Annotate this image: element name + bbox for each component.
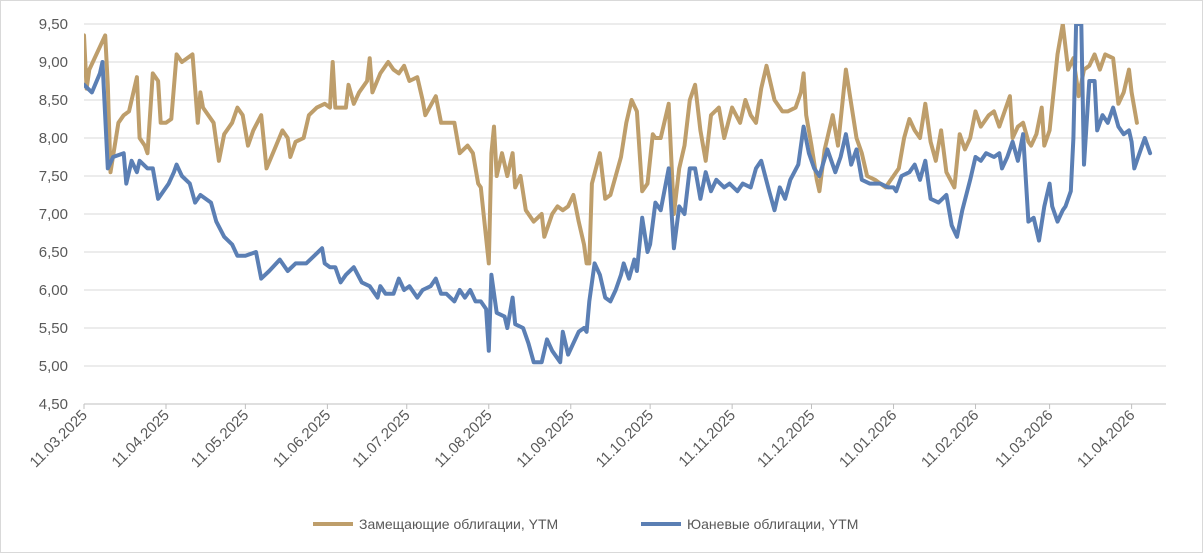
gridlines bbox=[84, 23, 1166, 405]
x-tick-label: 11.01.2026 bbox=[836, 407, 900, 471]
y-tick-label: 4,50 bbox=[39, 396, 68, 413]
y-axis: 4,50 5,00 5,50 6,00 6,50 7,00 7,50 8,00 8,50 9,00… bbox=[39, 16, 68, 413]
x-tick-label: 11.08.2025 bbox=[431, 407, 495, 471]
x-tick-label: 11.12.2025 bbox=[754, 407, 818, 471]
x-tick-label: 11.06.2025 bbox=[270, 407, 334, 471]
x-tick-label: 11.11.2025 bbox=[675, 407, 739, 471]
x-axis: 11.03.2025 11.04.2025 11.05.2025 11.06.2025… bbox=[27, 403, 1166, 471]
y-tick-label: 7,00 bbox=[39, 206, 68, 223]
x-tick-label: 11.07.2025 bbox=[349, 407, 413, 471]
series-line-yuan-bonds bbox=[84, 24, 1153, 365]
legend-label-replacement-bonds: Замещающие облигации, YTM bbox=[359, 516, 558, 532]
y-tick-label: 7,50 bbox=[39, 168, 68, 185]
y-tick-label: 8,00 bbox=[39, 130, 68, 147]
y-tick-label: 5,50 bbox=[39, 320, 68, 337]
x-tick-label: 11.03.2026 bbox=[992, 407, 1056, 471]
y-tick-label: 6,00 bbox=[39, 282, 68, 299]
x-tick-label: 11.10.2025 bbox=[593, 407, 657, 471]
legend-label-yuan-bonds: Юаневые облигации, YTM bbox=[687, 516, 858, 532]
y-tick-label: 6,50 bbox=[39, 244, 68, 261]
y-tick-label: 8,50 bbox=[39, 92, 68, 109]
series-lines bbox=[84, 24, 1153, 365]
x-tick-label: 11.04.2025 bbox=[109, 407, 173, 471]
y-tick-label: 9,50 bbox=[39, 16, 68, 33]
x-tick-label: 11.02.2026 bbox=[918, 407, 982, 471]
y-tick-label: 9,00 bbox=[39, 54, 68, 71]
legend: Замещающие облигации, YTM Юаневые облига… bbox=[313, 516, 858, 532]
x-tick-label: 11.04.2026 bbox=[1074, 407, 1138, 471]
series-line-replacement-bonds bbox=[84, 24, 1139, 266]
x-tick-label: 11.09.2025 bbox=[513, 407, 577, 471]
x-tick-label: 11.03.2025 bbox=[27, 407, 91, 471]
y-tick-label: 5,00 bbox=[39, 358, 68, 375]
x-tick-label: 11.05.2025 bbox=[188, 407, 252, 471]
